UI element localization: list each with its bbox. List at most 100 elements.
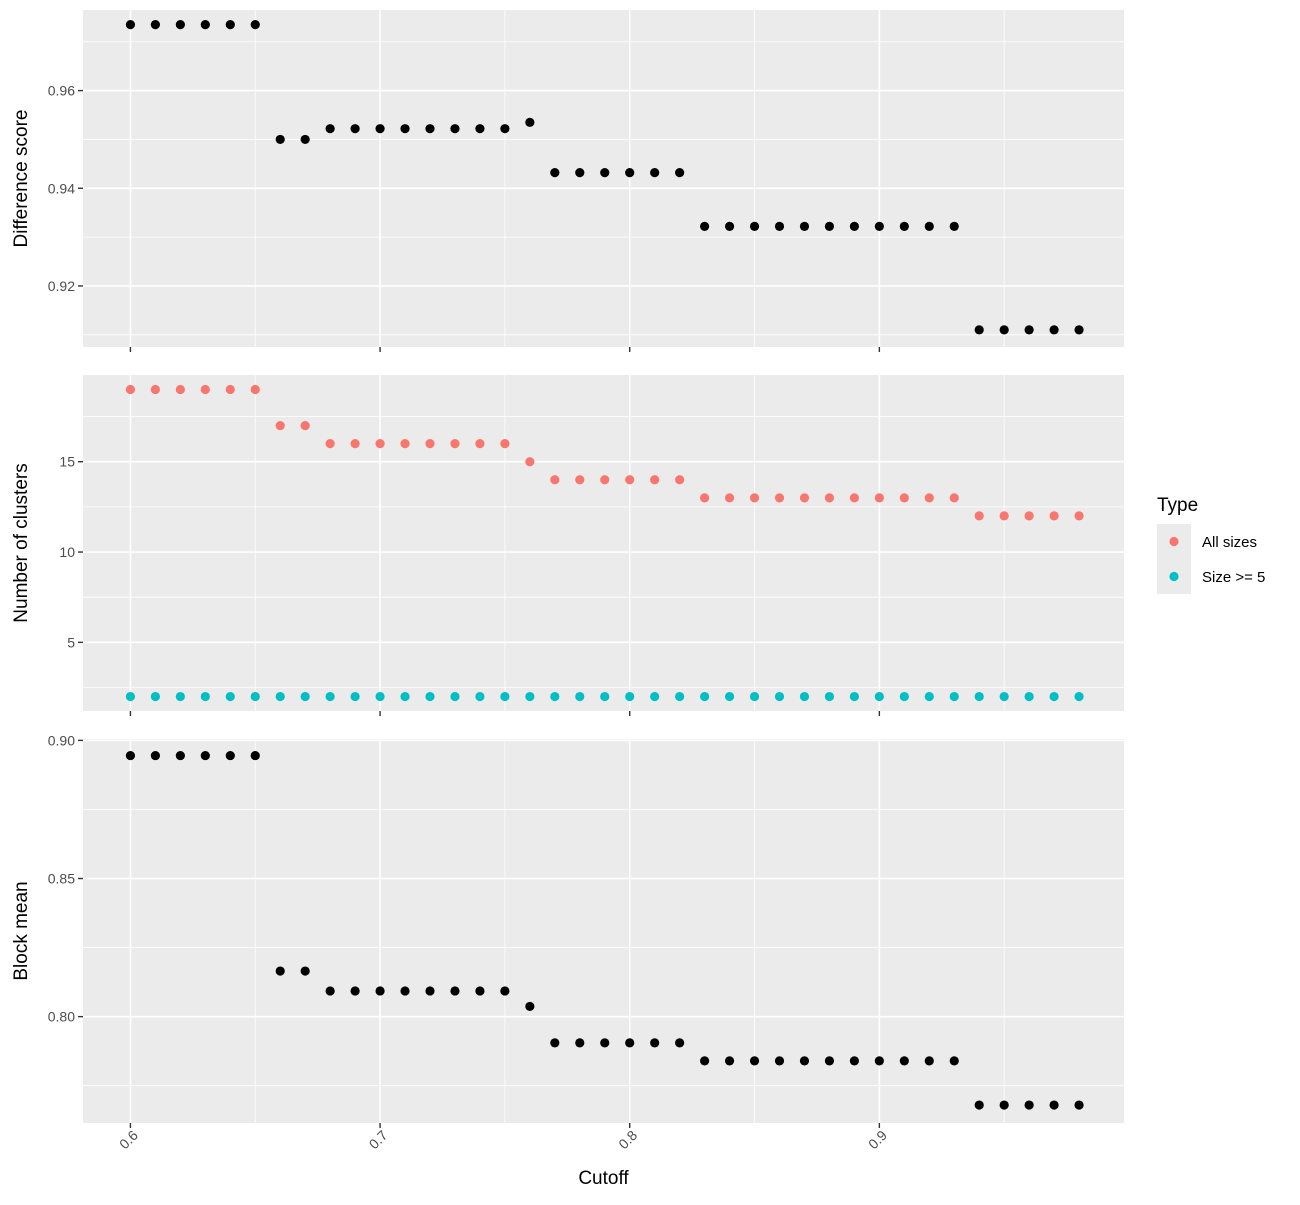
data-point (200, 691, 210, 702)
x-tick-label: 0.7 (366, 1127, 391, 1152)
data-point (774, 221, 785, 231)
data-point (700, 691, 710, 702)
data-point (550, 475, 560, 485)
x-tick-label: 0.6 (116, 1127, 141, 1152)
data-point (1024, 511, 1034, 521)
panel-1: 0.92 0.94 0.96 Difference score (11, 10, 1124, 352)
data-point (924, 1056, 934, 1066)
data-point (1024, 1100, 1034, 1110)
data-point (300, 966, 310, 976)
data-point (1049, 325, 1059, 335)
y-tick-label: 10 (59, 544, 75, 560)
data-point (675, 691, 685, 702)
data-point (749, 691, 760, 702)
data-point (1074, 1100, 1084, 1110)
data-point (799, 221, 810, 231)
data-point (849, 1056, 859, 1066)
data-point (675, 168, 685, 178)
data-point (600, 1038, 610, 1048)
data-point (500, 986, 510, 996)
data-point (300, 420, 310, 431)
data-point (625, 1038, 635, 1048)
data-point (450, 986, 460, 996)
data-point (175, 691, 185, 702)
data-point (400, 439, 410, 449)
data-point (275, 420, 285, 431)
data-point (824, 493, 835, 503)
data-point (200, 384, 210, 395)
legend-key-point (1169, 536, 1179, 547)
data-point (375, 986, 385, 996)
data-point (874, 1056, 884, 1066)
legend-label: All sizes (1202, 534, 1257, 551)
data-point (774, 1056, 785, 1066)
data-point (675, 1038, 685, 1048)
data-point (350, 691, 360, 702)
data-point (874, 221, 884, 231)
data-point (1049, 691, 1059, 702)
data-point (650, 691, 660, 702)
data-point (525, 117, 535, 127)
data-point (974, 1100, 984, 1110)
y-tick-label: 0.92 (48, 278, 75, 294)
data-point (575, 168, 585, 178)
data-point (749, 1056, 760, 1066)
data-point (275, 691, 285, 702)
data-point (724, 691, 735, 702)
data-point (400, 691, 410, 702)
data-point (899, 691, 909, 702)
data-point (400, 986, 410, 996)
data-point (949, 221, 959, 231)
data-point (575, 1038, 585, 1048)
data-point (824, 221, 835, 231)
data-point (799, 691, 810, 702)
data-point (999, 511, 1009, 521)
data-point (550, 1038, 560, 1048)
data-point (575, 691, 585, 702)
data-point (525, 691, 535, 702)
data-point (849, 691, 859, 702)
data-point (325, 124, 335, 134)
data-point (974, 511, 984, 521)
y-tick-label: 0.85 (48, 871, 75, 887)
panel-background (83, 10, 1124, 347)
data-point (150, 20, 160, 30)
data-point (250, 384, 260, 395)
y-tick-label: 15 (59, 454, 75, 470)
data-point (125, 691, 136, 702)
data-point (175, 20, 185, 30)
data-point (450, 691, 460, 702)
data-point (899, 493, 909, 503)
data-point (1074, 511, 1084, 521)
data-point (425, 124, 435, 134)
data-point (475, 124, 485, 134)
series-1 (125, 750, 1084, 1110)
y-tick-label: 0.90 (48, 732, 75, 748)
data-point (325, 439, 335, 449)
data-point (1074, 325, 1084, 335)
data-point (250, 20, 260, 30)
data-point (225, 384, 235, 395)
data-point (150, 691, 160, 702)
legend-item: All sizes (1157, 524, 1257, 559)
data-point (225, 20, 235, 30)
data-point (350, 986, 360, 996)
data-point (600, 168, 610, 178)
data-point (774, 493, 785, 503)
data-point (550, 691, 560, 702)
data-point (949, 691, 959, 702)
data-point (450, 439, 460, 449)
data-point (150, 750, 160, 761)
data-point (724, 1056, 735, 1066)
data-point (350, 439, 360, 449)
data-point (200, 750, 210, 761)
data-point (700, 221, 710, 231)
data-point (874, 691, 884, 702)
y-tick-label: 0.96 (48, 83, 75, 99)
data-point (999, 691, 1009, 702)
data-point (625, 168, 635, 178)
series-2 (125, 691, 1084, 702)
data-point (824, 1056, 835, 1066)
